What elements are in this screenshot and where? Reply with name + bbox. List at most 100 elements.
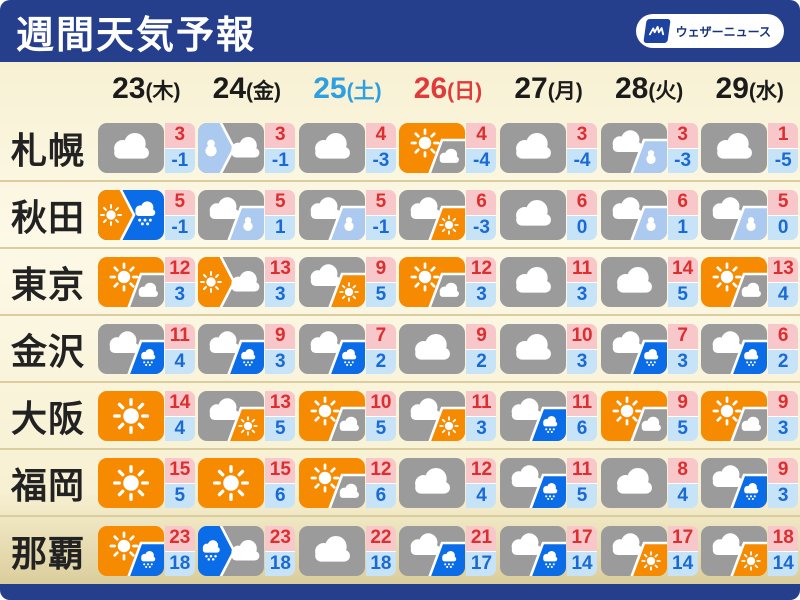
low-temp: -1: [265, 147, 296, 173]
date-header-29: 29(水): [699, 72, 800, 106]
weather-cell: 13 5: [197, 390, 298, 441]
sunny-icon: [97, 457, 164, 508]
temperatures: 13 4: [768, 256, 799, 307]
temperatures: 21 17: [466, 525, 497, 576]
low-temp: 4: [466, 482, 497, 508]
weather-cell: 5 -1: [96, 189, 197, 240]
cloudy-then-sunny-icon: [399, 189, 466, 240]
low-temp: 4: [768, 281, 799, 307]
cloudy-icon: [500, 256, 567, 307]
cloudy-then-rain-icon: [198, 323, 265, 374]
weather-cell: 6 -3: [398, 189, 499, 240]
low-temp: 5: [164, 482, 195, 508]
weather-cell: 15 5: [96, 457, 197, 508]
sunny-then-rain-icon: [97, 525, 164, 576]
cloudy-then-snow-icon: [198, 189, 265, 240]
low-temp: 18: [365, 550, 396, 576]
weather-cell: 4 -4: [398, 122, 499, 173]
weather-cell: 17 14: [599, 525, 700, 576]
low-temp: 2: [768, 348, 799, 374]
sunny-icon: [97, 390, 164, 441]
high-temp: 18: [768, 525, 799, 551]
temperatures: 23 18: [164, 525, 195, 576]
weather-cell: 4 -3: [297, 122, 398, 173]
cloudy-then-sunny-icon: [701, 525, 768, 576]
cloudy-then-snow-icon: [600, 122, 667, 173]
temperatures: 12 3: [466, 256, 497, 307]
low-temp: 14: [768, 550, 799, 576]
city-label: 東京: [10, 263, 85, 305]
temperatures: 3 -4: [567, 122, 598, 173]
cloudy-then-snow-icon: [600, 189, 667, 240]
date-header-24: 24(金): [197, 72, 298, 106]
low-temp: 3: [768, 415, 799, 441]
date-weekday: (木): [145, 79, 181, 103]
low-temp: 1: [667, 214, 698, 240]
city-label: 札幌: [10, 129, 85, 171]
temperatures: 3 -1: [164, 122, 195, 173]
high-temp: 13: [768, 256, 799, 282]
high-temp: 9: [466, 323, 497, 349]
cloudy-then-sunny-icon: [600, 525, 667, 576]
temperatures: 12 6: [365, 457, 396, 508]
high-temp: 9: [365, 256, 396, 282]
low-temp: 3: [667, 348, 698, 374]
temperatures: 11 3: [466, 390, 497, 441]
low-temp: 3: [265, 348, 296, 374]
high-temp: 22: [365, 525, 396, 551]
high-temp: 11: [466, 390, 497, 416]
high-temp: 11: [567, 457, 598, 483]
cloudy-icon: [97, 122, 164, 173]
sunny-then-cloudy-icon: [97, 256, 164, 307]
high-temp: 5: [768, 189, 799, 215]
weather-cell: 10 5: [297, 390, 398, 441]
low-temp: 18: [164, 550, 195, 576]
temperatures: 13 3: [265, 256, 296, 307]
forecast-rows: 札幌 3 -1 3 -1 4 -3 4 -4 3 -4 3 -3 1 -5 秋田 5 -1 5 1 5 -1 6 -3 6 0 6 1…: [0, 115, 800, 584]
high-temp: 17: [567, 525, 598, 551]
date-header-26: 26(日): [398, 72, 499, 106]
sunny-then-rain-arrow-icon: [97, 189, 164, 240]
forecast-row-金沢: 金沢 11 4 9 3 7 2 9 2 10 3 7 3 6 2: [0, 316, 800, 383]
city-label: 秋田: [10, 196, 85, 238]
sunny-then-cloudy-icon: [298, 390, 365, 441]
weather-cell: 12 3: [96, 256, 197, 307]
temperatures: 12 4: [466, 457, 497, 508]
weather-cell: 11 4: [96, 323, 197, 374]
high-temp: 6: [768, 323, 799, 349]
date-number: 26: [413, 71, 448, 105]
forecast-row-秋田: 秋田 5 -1 5 1 5 -1 6 -3 6 0 6 1 5 0: [0, 182, 800, 249]
date-weekday: (水): [748, 79, 784, 103]
low-temp: -4: [466, 147, 497, 173]
low-temp: 4: [164, 415, 195, 441]
date-weekday: (月): [547, 79, 583, 103]
weather-cell: 21 17: [398, 525, 499, 576]
low-temp: 3: [768, 482, 799, 508]
high-temp: 11: [164, 323, 195, 349]
page-title: 週間天気予報: [16, 14, 257, 57]
low-temp: 3: [466, 415, 497, 441]
high-temp: 13: [265, 256, 296, 282]
low-temp: 3: [265, 281, 296, 307]
temperatures: 6 -3: [466, 189, 497, 240]
date-header-row: 23(木) 24(金) 25(土) 26(日) 27(月) 28(火) 29(水): [0, 62, 800, 115]
high-temp: 14: [667, 256, 698, 282]
city-label: 那覇: [10, 532, 85, 574]
weather-cell: 3 -4: [498, 122, 599, 173]
high-temp: 9: [265, 323, 296, 349]
cloudy-icon: [298, 122, 365, 173]
high-temp: 10: [567, 323, 598, 349]
cloudy-then-rain-icon: [399, 525, 466, 576]
low-temp: 3: [567, 348, 598, 374]
cloudy-then-snow-icon: [701, 189, 768, 240]
low-temp: -3: [365, 147, 396, 173]
